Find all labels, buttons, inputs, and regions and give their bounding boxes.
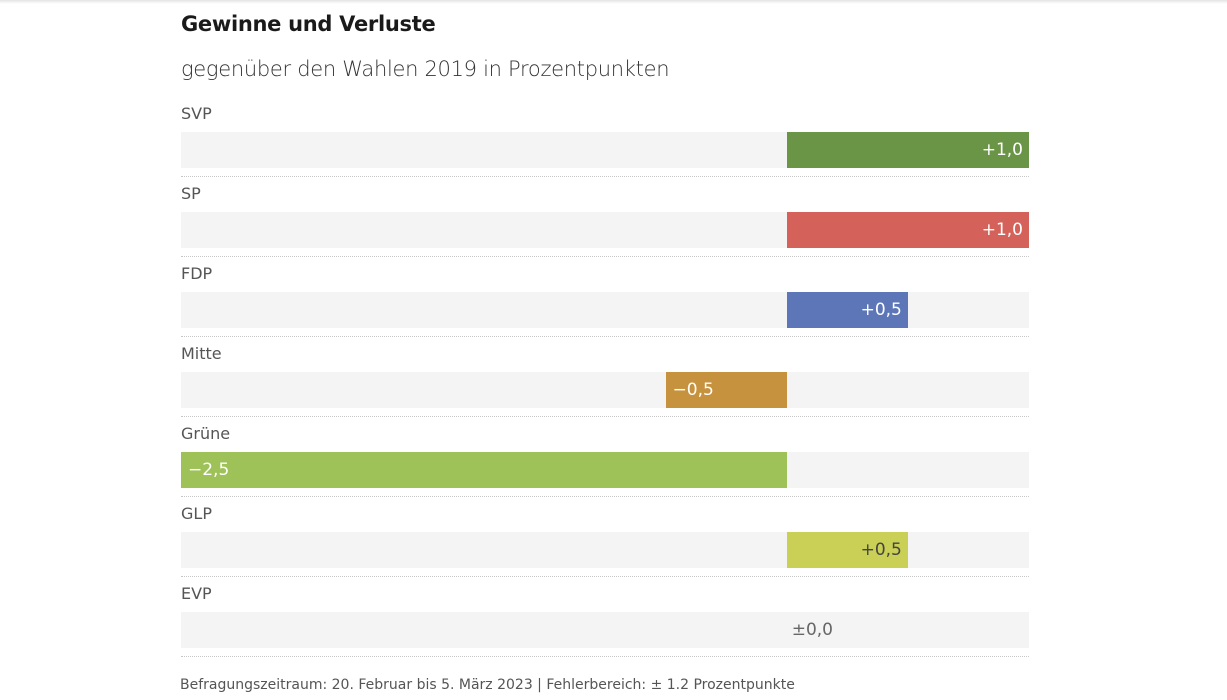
value-label: ±0,0	[791, 620, 833, 640]
bar	[786, 292, 908, 328]
footer-note: Befragungszeitraum: 20. Februar bis 5. M…	[180, 677, 795, 693]
category-label: SVP	[181, 104, 212, 123]
value-label: −0,5	[672, 380, 714, 400]
row-separator	[181, 576, 1029, 577]
category-label: GLP	[181, 504, 212, 523]
bar	[786, 132, 1029, 168]
bar-chart: SVP +1,0 SP +1,0 FDP +0,5 Mitte −0,5 Grüne −2,5 GL…	[181, 100, 1029, 660]
value-label: +1,0	[981, 140, 1023, 160]
category-label: SP	[181, 184, 201, 203]
chart-row: Grüne −2,5	[181, 420, 1029, 500]
bar	[786, 532, 908, 568]
bar-track: +0,5	[181, 532, 1029, 568]
value-label: +0,5	[860, 540, 902, 560]
category-label: Mitte	[181, 344, 222, 363]
chart-row: SP +1,0	[181, 180, 1029, 260]
category-label: FDP	[181, 264, 213, 283]
row-separator	[181, 256, 1029, 257]
row-separator	[181, 176, 1029, 177]
chart-row: EVP ±0,0	[181, 580, 1029, 660]
row-separator	[181, 496, 1029, 497]
top-shadow	[0, 0, 1227, 4]
bar-track: +1,0	[181, 132, 1029, 168]
bar	[181, 452, 787, 488]
value-label: −2,5	[188, 460, 230, 480]
row-separator	[181, 416, 1029, 417]
bar-track: −0,5	[181, 372, 1029, 408]
chart-row: Mitte −0,5	[181, 340, 1029, 420]
bar-track: −2,5	[181, 452, 1029, 488]
value-label: +0,5	[860, 300, 902, 320]
category-label: EVP	[181, 584, 212, 603]
chart-subtitle: gegenüber den Wahlen 2019 in Prozentpunk…	[181, 57, 670, 81]
bar-track: +1,0	[181, 212, 1029, 248]
category-label: Grüne	[181, 424, 231, 443]
value-label: +1,0	[981, 220, 1023, 240]
chart-title: Gewinne und Verluste	[181, 12, 436, 36]
row-separator	[181, 336, 1029, 337]
chart-row: SVP +1,0	[181, 100, 1029, 180]
chart-row: FDP +0,5	[181, 260, 1029, 340]
bar-track: ±0,0	[181, 612, 1029, 648]
bar	[786, 212, 1029, 248]
bar	[665, 372, 787, 408]
row-separator	[181, 656, 1029, 657]
chart-row: GLP +0,5	[181, 500, 1029, 580]
bar-track: +0,5	[181, 292, 1029, 328]
